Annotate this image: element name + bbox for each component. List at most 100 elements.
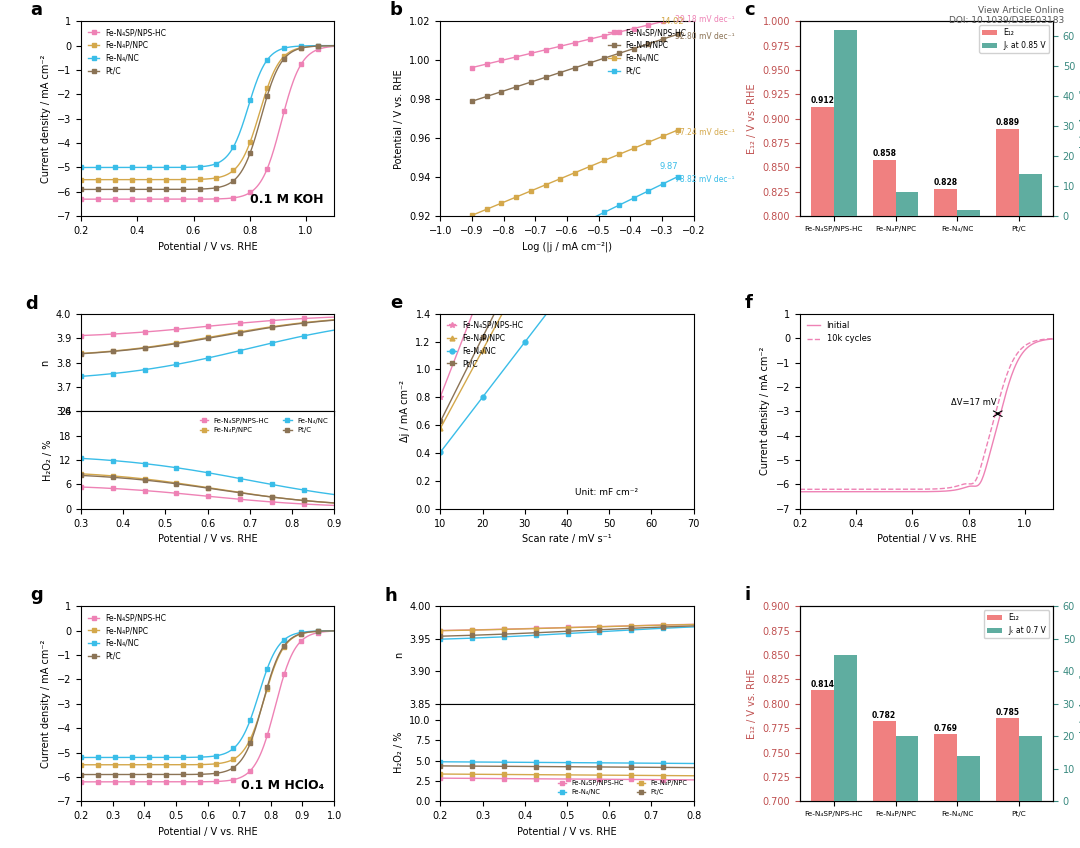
Pt/C [510,250,523,260]
Line: Fe-N₄/NC: Fe-N₄/NC [471,128,679,217]
Fe-N₄P/NPC [554,68,567,78]
Line: Fe-N₄P/NPC: Fe-N₄P/NPC [438,35,653,431]
Line: Pt/C: Pt/C [79,44,336,191]
Legend: Fe-N₄SP/NPS-HC, Fe-N₄P/NPC, Fe-N₄/NC, Pt/C: Fe-N₄SP/NPS-HC, Fe-N₄P/NPC, Fe-N₄/NC, Pt… [85,611,170,664]
Pt/C [226,763,239,773]
Line: Fe-N₄P/NPC: Fe-N₄P/NPC [471,32,679,103]
Y-axis label: Δj / mA cm⁻²: Δj / mA cm⁻² [400,380,409,443]
Line: Fe-N₄/NC: Fe-N₄/NC [79,629,336,759]
Text: 0.769: 0.769 [934,724,958,734]
Fe-N₄/NC [495,198,508,209]
Text: 0.889: 0.889 [996,119,1020,127]
Line: Pt/C: Pt/C [471,175,679,278]
Fe-N₄P/NPC [672,29,685,39]
Fe-N₄/NC [226,145,239,155]
Fe-N₄SP/NPS-HC [225,775,238,785]
Pt/C [598,207,611,217]
Fe-N₄/NC [327,626,340,636]
Pt/C [76,769,89,779]
Text: View Article Online: View Article Online [977,6,1064,15]
Fe-N₄P/NPC [518,267,531,277]
Fe-N₄SP/NPS-HC [288,73,301,83]
Text: e: e [390,294,402,312]
Fe-N₄P/NPC [510,81,523,92]
Fe-N₄/NC [327,41,340,51]
Fe-N₄P/NPC [583,58,596,68]
Text: 14.02: 14.02 [660,18,684,26]
Initial [944,486,957,496]
Fe-N₄P/NPC [303,42,316,52]
Fe-N₄/NC [226,745,239,755]
Fe-N₄SP/NPS-HC [225,193,238,204]
Fe-N₄/NC [642,137,654,148]
Pt/C [303,627,316,637]
Y-axis label: H₂O₂ / %: H₂O₂ / % [43,439,53,481]
Fe-N₄SP/NPS-HC [229,774,242,784]
Text: h: h [384,588,397,605]
Y-axis label: Current density / mA cm⁻²: Current density / mA cm⁻² [760,347,770,476]
10k cycles [794,484,807,494]
Bar [957,210,981,216]
Pt/C [642,186,654,196]
Line: Fe-N₄SP/NPS-HC: Fe-N₄SP/NPS-HC [437,0,654,399]
Bar [1020,174,1042,216]
Initial [1047,334,1059,344]
Fe-N₄SP/NPS-HC [476,282,489,293]
Fe-N₄SP/NPS-HC [226,775,239,785]
Pt/C [518,248,531,258]
Text: a: a [30,2,42,20]
Line: Fe-N₄/NC: Fe-N₄/NC [79,44,336,170]
Text: g: g [30,587,43,605]
Y-axis label: Current density / mA cm⁻²: Current density / mA cm⁻² [41,639,52,768]
Text: d: d [25,295,38,313]
Line: Fe-N₄SP/NPS-HC: Fe-N₄SP/NPS-HC [79,629,336,784]
Text: ΔV=17 mV: ΔV=17 mV [951,399,997,407]
Fe-N₄SP/NPS-HC [465,63,478,73]
Initial [943,486,956,496]
Fe-N₄P/NPC [627,43,640,53]
Fe-N₄/NC [75,752,87,762]
Pt/C [229,173,242,183]
Text: 0.1 M KOH: 0.1 M KOH [251,193,324,207]
Pt/C [568,221,581,232]
Pt/C [645,0,658,5]
Legend: Fe-N₄SP/NPS-HC, Fe-N₄P/NPC, Fe-N₄/NC, Pt/C: Fe-N₄SP/NPS-HC, Fe-N₄P/NPC, Fe-N₄/NC, Pt… [85,25,170,79]
Fe-N₄/NC [288,629,301,639]
Pt/C [229,761,242,771]
Fe-N₄/NC [225,146,238,156]
Initial [1023,341,1036,351]
Y-axis label: Potential / V vs. RHE: Potential / V vs. RHE [393,69,404,169]
Fe-N₄P/NPC [288,45,301,55]
Bar [834,655,856,801]
Pt/C [612,200,625,210]
Fe-N₄P/NPC [603,110,616,120]
Y-axis label: H₂O₂ / %: H₂O₂ / % [394,732,404,773]
Legend: Fe-N₄SP/NPS-HC, Fe-N₄/NC, Fe-N₄P/NPC, Pt/C: Fe-N₄SP/NPS-HC, Fe-N₄/NC, Fe-N₄P/NPC, Pt… [555,778,690,798]
Pt/C [481,265,494,275]
X-axis label: Potential / V vs. RHE: Potential / V vs. RHE [158,242,257,252]
Fe-N₄P/NPC [481,92,494,102]
Pt/C [288,632,301,642]
Text: 78.82 mV dec⁻¹: 78.82 mV dec⁻¹ [675,176,734,184]
Text: 0.782: 0.782 [872,711,896,721]
Fe-N₄SP/NPS-HC [612,27,625,37]
Fe-N₄SP/NPS-HC [510,52,523,62]
Pt/C [627,193,640,204]
Y-axis label: n: n [393,652,404,658]
Fe-N₄/NC [598,155,611,165]
Initial [948,485,961,495]
Text: b: b [390,2,403,20]
Text: 0.1 M HClO₄: 0.1 M HClO₄ [241,778,324,792]
Bar [895,736,918,801]
Pt/C [75,184,87,194]
Fe-N₄P/NPC [612,48,625,59]
Initial [794,487,807,497]
Fe-N₄/NC [465,210,478,220]
Legend: Fe-N₄SP/NPS-HC, Fe-N₄P/NPC, Fe-N₄/NC, Pt/C: Fe-N₄SP/NPS-HC, Fe-N₄P/NPC, Fe-N₄/NC, Pt… [605,25,690,79]
Text: DOI: 10.1039/D3EE03183: DOI: 10.1039/D3EE03183 [948,15,1064,25]
Legend: E₁₂, Jₖ at 0.85 V: E₁₂, Jₖ at 0.85 V [980,25,1049,53]
Fe-N₄P/NPC [75,175,87,185]
Text: Unit: mF cm⁻²: Unit: mF cm⁻² [575,488,637,497]
Fe-N₄/NC [627,143,640,153]
Fe-N₄/NC [554,174,567,184]
